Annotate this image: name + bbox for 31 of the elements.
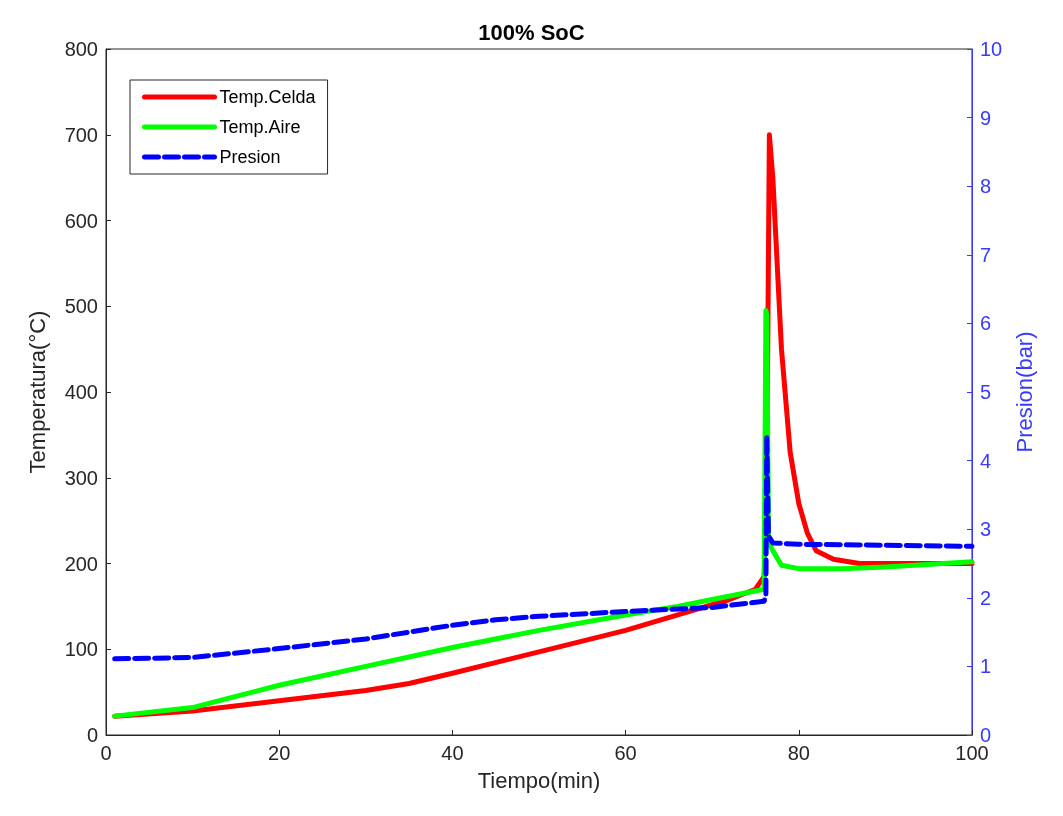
- y-tick-label: 300: [64, 466, 98, 489]
- y-tick-label: 700: [64, 123, 98, 146]
- y2-tick-label: 2: [980, 586, 992, 609]
- y2-tick-label: 5: [980, 381, 992, 403]
- x-tick-label: 0: [100, 742, 112, 764]
- x-tick-label: 20: [268, 742, 291, 764]
- x-tick-label: 80: [787, 742, 810, 764]
- y-tick-label: 400: [64, 381, 98, 403]
- y-tick-label: 500: [64, 295, 98, 318]
- y2-axis-title: Presion(bar): [1011, 331, 1037, 453]
- y2-tick-label: 10: [980, 38, 1003, 60]
- y2-tick-label: 9: [980, 106, 992, 129]
- x-axis-title: Tiempo(min): [477, 767, 601, 793]
- y-tick-label: 600: [64, 209, 98, 232]
- y-axis-title: Temperatura(°C): [24, 310, 50, 474]
- chart-title: 100% SoC: [478, 19, 585, 45]
- x-tick-label: 60: [614, 742, 637, 764]
- legend-label: Temp.Aire: [219, 117, 301, 137]
- y2-tick-label: 3: [980, 518, 992, 541]
- y-tick-label: 200: [64, 552, 98, 575]
- legend-label: Temp.Celda: [219, 87, 317, 107]
- y-tick-label: 0: [86, 724, 98, 746]
- y2-tick-label: 6: [980, 312, 992, 335]
- y2-tick-label: 7: [980, 243, 992, 266]
- y-tick-label: 100: [64, 638, 98, 661]
- y2-tick-label: 8: [980, 175, 992, 198]
- x-tick-label: 40: [441, 742, 464, 764]
- y2-tick-label: 4: [980, 449, 992, 472]
- y-tick-label: 800: [64, 38, 98, 60]
- y2-tick-label: 1: [980, 655, 992, 678]
- legend-label: Presion: [219, 147, 281, 167]
